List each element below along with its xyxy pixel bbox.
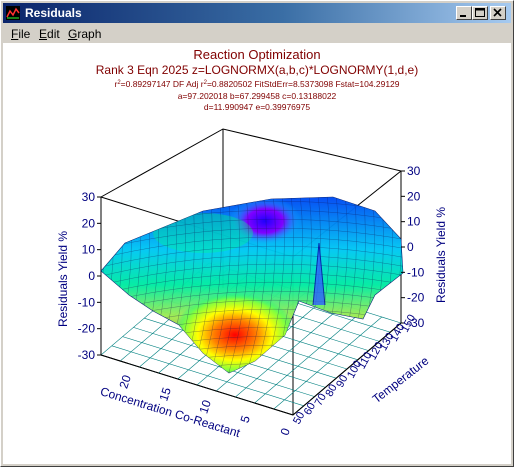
minimize-icon — [460, 15, 466, 17]
surface-mesh-line — [101, 245, 403, 270]
menu-file[interactable]: File — [11, 27, 31, 41]
minimize-button[interactable] — [456, 6, 472, 20]
close-icon — [493, 8, 502, 17]
y-axis-label: Temperature — [370, 353, 432, 406]
x-tick-label: 0 — [278, 426, 293, 437]
surface-mesh-line — [101, 272, 403, 297]
surface-mesh-line — [216, 197, 240, 373]
surface-mesh-line — [234, 197, 258, 373]
surface-mesh-line — [101, 227, 403, 252]
close-button[interactable] — [490, 6, 506, 20]
maximize-icon — [475, 8, 485, 17]
x-tick-label: 15 — [156, 385, 174, 402]
z-tick-label: 10 — [82, 243, 96, 257]
surface-mesh-line — [225, 197, 249, 373]
floor-grid-line — [111, 345, 304, 407]
z-tick-label: 0 — [88, 269, 95, 283]
z-tick-label: 20 — [407, 189, 421, 203]
surface-mesh-line — [101, 236, 403, 261]
z-tick-label: 10 — [407, 215, 421, 229]
surface-mesh-line — [101, 254, 403, 279]
floor-grid-line — [122, 336, 315, 397]
menu-edit[interactable]: Edit — [39, 27, 60, 41]
y-tick-label: 80 — [323, 382, 339, 398]
surface-mesh-line — [101, 197, 123, 373]
maximize-button[interactable] — [472, 6, 488, 20]
plot-area[interactable]: Reaction Optimization Rank 3 Eqn 2025 z=… — [3, 43, 511, 464]
z-tick-label: 20 — [82, 216, 96, 230]
z-axis-label-left: Residuals Yield % — [56, 231, 70, 327]
z-tick-label: -10 — [407, 265, 425, 279]
menu-bar: File Edit Graph — [3, 24, 511, 43]
fit-stats: r2=0.89297147 DF Adj r2=0.8820502 FitStd… — [114, 79, 399, 89]
menu-graph[interactable]: Graph — [68, 27, 102, 41]
surface-mesh-line — [101, 263, 403, 288]
chart-title: Reaction Optimization — [193, 47, 320, 62]
fit-params-line2: d=11.990947 e=0.39976975 — [204, 102, 310, 112]
title-bar[interactable]: Residuals — [3, 3, 511, 23]
x-axis-ticks: 20 15 10 5 0 — [116, 373, 293, 437]
chart-subtitle: Rank 3 Eqn 2025 z=LOGNORMX(a,b,c)*LOGNOR… — [96, 63, 418, 77]
surface-plot[interactable]: Reaction Optimization Rank 3 Eqn 2025 z=… — [3, 43, 511, 464]
z-tick-label: -20 — [78, 322, 96, 336]
z-tick-label: -10 — [78, 295, 96, 309]
x-tick-label: 20 — [116, 373, 134, 390]
y-tick-label: 70 — [313, 392, 329, 408]
y-tick-label: 90 — [334, 373, 350, 389]
y-tick-label: 50 — [291, 410, 307, 426]
x-tick-label: 5 — [238, 414, 253, 425]
window-title: Residuals — [25, 6, 82, 20]
z-tick-label: 30 — [82, 190, 96, 204]
z-axis-label-right: Residuals Yield % — [434, 207, 448, 303]
y-tick-label: 60 — [302, 401, 318, 417]
tablecurve-app-icon — [6, 6, 20, 20]
z-tick-label: -30 — [78, 348, 96, 362]
surface-mesh-line — [243, 197, 267, 373]
fit-params-line1: a=97.202018 b=67.299458 c=0.13188022 — [178, 91, 337, 101]
z-tick-label: 30 — [407, 164, 421, 178]
z-tick-label: -30 — [407, 316, 425, 330]
z-tick-label: -20 — [407, 291, 425, 305]
z-tick-label: 0 — [407, 240, 414, 254]
surface-mesh-line — [207, 197, 231, 373]
x-tick-label: 10 — [196, 398, 214, 415]
surface-mesh-line — [101, 281, 403, 306]
box-front-edges — [100, 322, 402, 416]
z-axis-right-ticks: 30 20 10 0 -10 -20 -30 — [401, 164, 425, 330]
z-axis-left-ticks: 30 20 10 0 -10 -20 -30 — [78, 190, 101, 362]
